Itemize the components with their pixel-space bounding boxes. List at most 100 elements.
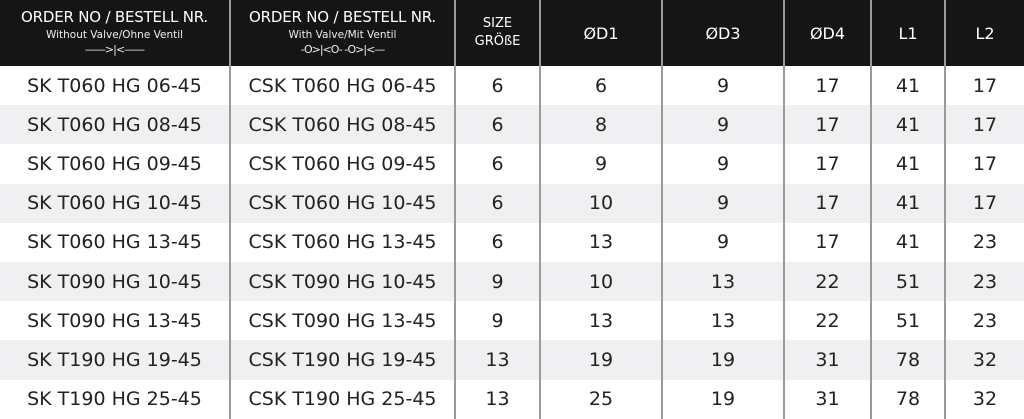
cell-l2: 23: [944, 222, 1024, 262]
coupling-with-valve-icon: -O>|<O- -O>|<—: [300, 43, 386, 56]
cell-order-no-without-valve: SK T090 HG 10-45: [0, 261, 231, 302]
cell-size: 6: [454, 66, 541, 106]
cell-d3: 9: [661, 183, 785, 223]
cell-order-no-with-valve: CSK T060 HG 08-45: [229, 105, 456, 145]
cell-d3: 9: [661, 222, 785, 262]
header-order-no-with-valve: ORDER NO / BESTELL NR. With Valve/Mit Ve…: [229, 0, 456, 66]
cell-l2: 17: [944, 183, 1024, 223]
cell-order-no-without-valve: SK T060 HG 13-45: [0, 222, 231, 262]
table-row: SK T190 HG 19-45 CSK T190 HG 19-45 13 19 19 3…: [0, 340, 1024, 380]
cell-size: 6: [454, 183, 541, 223]
cell-order-no-with-valve: CSK T190 HG 19-45: [229, 340, 456, 380]
cell-d4: 31: [783, 340, 872, 380]
table-row: SK T060 HG 13-45 CSK T060 HG 13-45 6 13 9 17 4…: [0, 222, 1024, 262]
cell-d4: 22: [783, 301, 872, 341]
cell-l2: 23: [944, 301, 1024, 341]
cell-l2: 17: [944, 144, 1024, 184]
cell-d1: 8: [539, 105, 663, 145]
cell-d3: 9: [661, 66, 785, 106]
cell-order-no-without-valve: SK T190 HG 25-45: [0, 379, 231, 419]
cell-size: 13: [454, 340, 541, 380]
cell-d3: 13: [661, 261, 785, 302]
cell-d4: 22: [783, 261, 872, 302]
table-row: SK T060 HG 10-45 CSK T060 HG 10-45 6 10 9 17 4…: [0, 183, 1024, 223]
cell-l2: 32: [944, 379, 1024, 419]
cell-size: 9: [454, 301, 541, 341]
cell-d1: 25: [539, 379, 663, 419]
header-l1: L1: [870, 0, 946, 66]
cell-l1: 78: [870, 340, 946, 380]
header-subtitle: With Valve/Mit Ventil: [288, 29, 397, 41]
header-subtitle: Without Valve/Ohne Ventil: [45, 29, 184, 41]
cell-d4: 17: [783, 144, 872, 184]
cell-size: 6: [454, 105, 541, 145]
header-title: ORDER NO / BESTELL NR.: [249, 8, 436, 26]
cell-order-no-without-valve: SK T060 HG 06-45: [0, 66, 231, 106]
header-subtitle: GRÖßE: [474, 34, 521, 49]
header-title: SIZE: [482, 16, 513, 31]
cell-l2: 17: [944, 66, 1024, 106]
cell-order-no-with-valve: CSK T090 HG 13-45: [229, 301, 456, 341]
cell-d4: 17: [783, 183, 872, 223]
header-title: ORDER NO / BESTELL NR.: [21, 8, 208, 26]
cell-l1: 41: [870, 144, 946, 184]
cell-order-no-without-valve: SK T060 HG 08-45: [0, 105, 231, 145]
cell-d1: 9: [539, 144, 663, 184]
coupling-without-valve-icon: ——>|<——: [84, 43, 145, 56]
cell-d3: 19: [661, 340, 785, 380]
table-row: SK T060 HG 08-45 CSK T060 HG 08-45 6 8 9 17 41…: [0, 105, 1024, 145]
cell-order-no-without-valve: SK T060 HG 10-45: [0, 183, 231, 223]
header-d1: ØD1: [539, 0, 663, 66]
cell-size: 6: [454, 144, 541, 184]
header-order-no-without-valve: ORDER NO / BESTELL NR. Without Valve/Ohn…: [0, 0, 231, 66]
cell-size: 9: [454, 261, 541, 302]
header-d4: ØD4: [783, 0, 872, 66]
cell-l2: 23: [944, 261, 1024, 302]
header-row: ORDER NO / BESTELL NR. Without Valve/Ohn…: [0, 0, 1024, 66]
cell-d1: 10: [539, 261, 663, 302]
cell-order-no-with-valve: CSK T060 HG 06-45: [229, 66, 456, 106]
cell-d3: 9: [661, 105, 785, 145]
cell-d1: 10: [539, 183, 663, 223]
header-size: SIZE GRÖßE: [454, 0, 541, 66]
cell-order-no-with-valve: CSK T190 HG 25-45: [229, 379, 456, 419]
cell-order-no-with-valve: CSK T060 HG 09-45: [229, 144, 456, 184]
cell-l1: 51: [870, 261, 946, 302]
cell-d1: 13: [539, 301, 663, 341]
cell-order-no-without-valve: SK T090 HG 13-45: [0, 301, 231, 341]
cell-size: 6: [454, 222, 541, 262]
cell-order-no-with-valve: CSK T090 HG 10-45: [229, 261, 456, 302]
table-row: SK T190 HG 25-45 CSK T190 HG 25-45 13 25 19 3…: [0, 379, 1024, 419]
table-row: SK T090 HG 10-45 CSK T090 HG 10-45 9 10 13 22…: [0, 261, 1024, 302]
cell-d3: 9: [661, 144, 785, 184]
cell-order-no-with-valve: CSK T060 HG 13-45: [229, 222, 456, 262]
cell-d4: 31: [783, 379, 872, 419]
cell-l2: 17: [944, 105, 1024, 145]
cell-order-no-with-valve: CSK T060 HG 10-45: [229, 183, 456, 223]
cell-d4: 17: [783, 66, 872, 106]
table-row: SK T060 HG 09-45 CSK T060 HG 09-45 6 9 9 17 41…: [0, 144, 1024, 184]
cell-d1: 13: [539, 222, 663, 262]
cell-d4: 17: [783, 222, 872, 262]
cell-d4: 17: [783, 105, 872, 145]
cell-l1: 41: [870, 183, 946, 223]
cell-l1: 41: [870, 222, 946, 262]
header-l2: L2: [944, 0, 1024, 66]
cell-l1: 41: [870, 66, 946, 106]
cell-l1: 78: [870, 379, 946, 419]
table-row: SK T060 HG 06-45 CSK T060 HG 06-45 6 6 9 17 41…: [0, 66, 1024, 106]
cell-l2: 32: [944, 340, 1024, 380]
cell-l1: 41: [870, 105, 946, 145]
header-d3: ØD3: [661, 0, 785, 66]
cell-d3: 19: [661, 379, 785, 419]
table-row: SK T090 HG 13-45 CSK T090 HG 13-45 9 13 13 22…: [0, 301, 1024, 341]
cell-size: 13: [454, 379, 541, 419]
cell-l1: 51: [870, 301, 946, 341]
cell-d1: 6: [539, 66, 663, 106]
table-body: SK T060 HG 06-45 CSK T060 HG 06-45 6 6 9 17 41…: [0, 66, 1024, 419]
cell-order-no-without-valve: SK T190 HG 19-45: [0, 340, 231, 380]
cell-order-no-without-valve: SK T060 HG 09-45: [0, 144, 231, 184]
cell-d1: 19: [539, 340, 663, 380]
cell-d3: 13: [661, 301, 785, 341]
